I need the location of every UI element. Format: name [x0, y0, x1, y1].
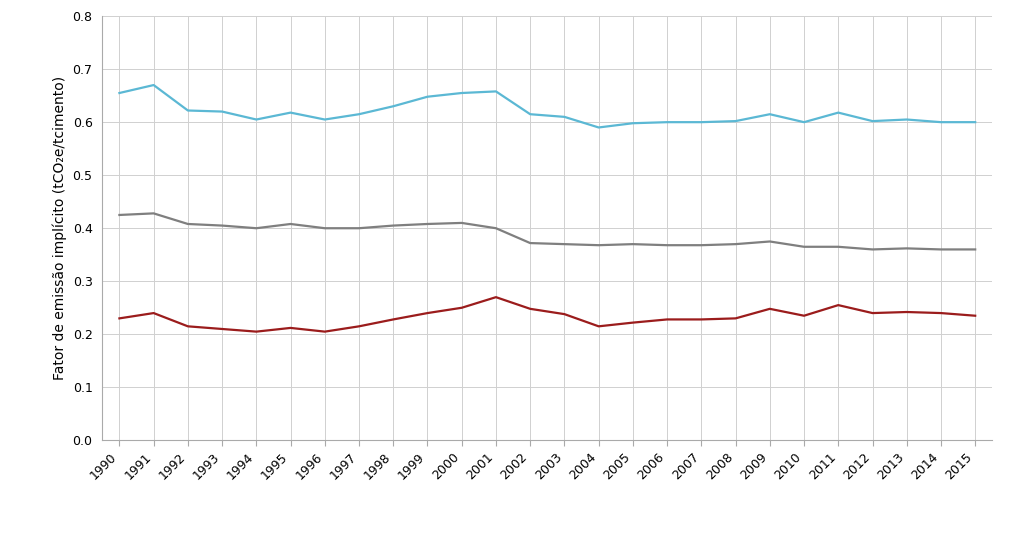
Y-axis label: Fator de emissão implícito (tCO₂e/tcimento): Fator de emissão implícito (tCO₂e/tcimen… [52, 76, 68, 380]
